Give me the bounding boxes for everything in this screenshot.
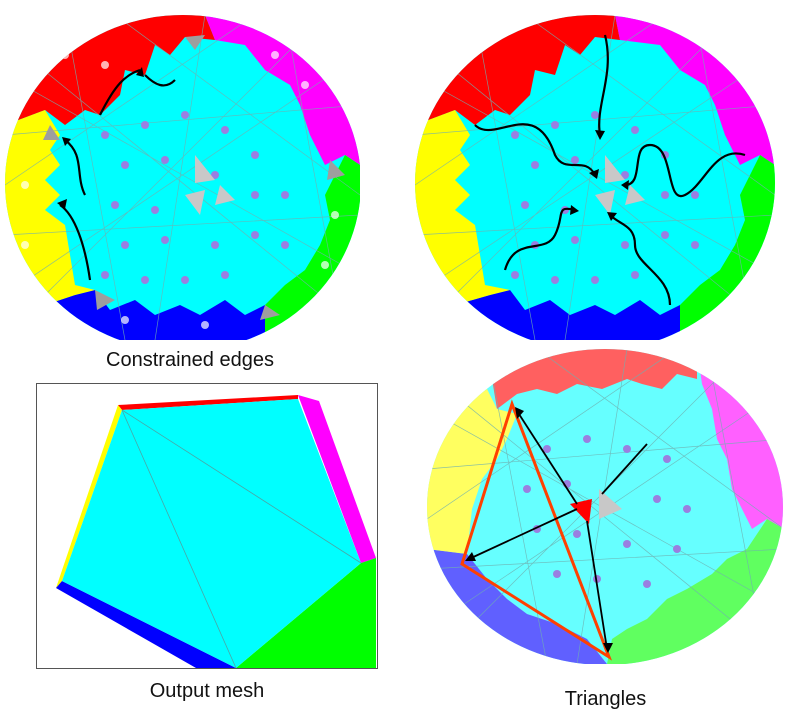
- yellow-region: [415, 110, 510, 305]
- mesh-blue-face: [56, 581, 236, 668]
- grey-center-triangle: [599, 489, 622, 519]
- arrow-heads: [570, 130, 629, 221]
- caption-output-mesh: Output mesh: [149, 680, 265, 702]
- mesh-lines: [5, 15, 360, 340]
- big-triangle-outline: [460, 399, 613, 661]
- mesh-magenta-face: [298, 395, 376, 563]
- vertex-markers: [523, 435, 691, 588]
- sphere-constrained-edges: [5, 15, 360, 340]
- caption-constrained-edges: Constrained edges: [106, 349, 274, 371]
- mesh-yellow-face: [56, 405, 122, 588]
- mesh-green-face: [236, 558, 376, 668]
- triangle-arrows: [468, 410, 648, 650]
- mesh-cyan-face: [62, 399, 361, 668]
- red-center-triangle: [570, 499, 592, 524]
- vertex-markers: [101, 111, 289, 284]
- center-triangles: [185, 155, 235, 215]
- constrained-edge-arrows: [59, 68, 176, 281]
- arrow-heads: [465, 407, 613, 653]
- caption-triangles: Triangles: [564, 688, 647, 710]
- arrow-heads: [57, 67, 144, 209]
- vertex-markers: [511, 111, 699, 284]
- path-arrows: [474, 34, 746, 306]
- sphere-paths: [415, 15, 775, 340]
- yellow-region: [427, 389, 517, 554]
- boundary-triangles: [43, 35, 345, 320]
- red-region: [487, 349, 697, 409]
- blue-region: [455, 290, 680, 340]
- center-triangles: [595, 155, 645, 215]
- yellow-region: [5, 110, 95, 305]
- mesh-red-strip: [118, 395, 298, 410]
- sphere-triangles: [427, 349, 784, 664]
- mesh-edges: [121, 409, 362, 669]
- output-mesh-panel: [36, 383, 378, 669]
